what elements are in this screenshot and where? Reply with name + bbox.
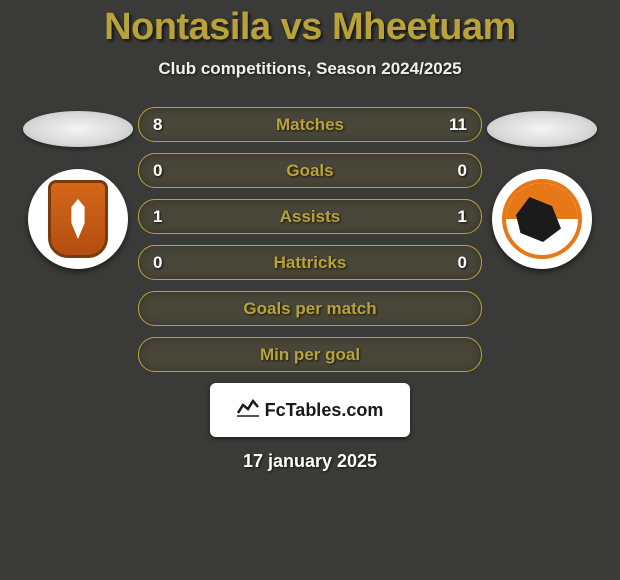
page-title: Nontasila vs Mheetuam <box>0 0 620 49</box>
page-subtitle: Club competitions, Season 2024/2025 <box>0 59 620 79</box>
brand-label: FcTables.com <box>237 399 384 422</box>
left-team-column <box>18 107 138 269</box>
stat-row: 1 Assists 1 <box>138 199 482 234</box>
brand-text: FcTables.com <box>265 400 384 421</box>
right-team-column <box>482 107 602 269</box>
left-team-crest-icon <box>48 180 108 258</box>
stat-label: Goals per match <box>139 299 481 319</box>
footer-date: 17 january 2025 <box>0 451 620 472</box>
stat-label: Hattricks <box>139 253 481 273</box>
right-team-badge <box>492 169 592 269</box>
stat-label: Assists <box>139 207 481 227</box>
stat-label: Matches <box>139 115 481 135</box>
brand-box: FcTables.com <box>210 383 410 437</box>
comparison-panel: 8 Matches 11 0 Goals 0 1 Assists 1 0 Hat… <box>0 107 620 372</box>
stat-bars: 8 Matches 11 0 Goals 0 1 Assists 1 0 Hat… <box>138 107 482 372</box>
left-team-badge <box>28 169 128 269</box>
stat-row: Goals per match <box>138 291 482 326</box>
left-ellipse-decor <box>23 111 133 147</box>
stat-row: 8 Matches 11 <box>138 107 482 142</box>
right-ellipse-decor <box>487 111 597 147</box>
stat-row: Min per goal <box>138 337 482 372</box>
right-team-crest-icon <box>502 179 582 259</box>
stat-label: Min per goal <box>139 345 481 365</box>
chart-icon <box>237 399 259 422</box>
stat-row: 0 Hattricks 0 <box>138 245 482 280</box>
stat-row: 0 Goals 0 <box>138 153 482 188</box>
stat-label: Goals <box>139 161 481 181</box>
